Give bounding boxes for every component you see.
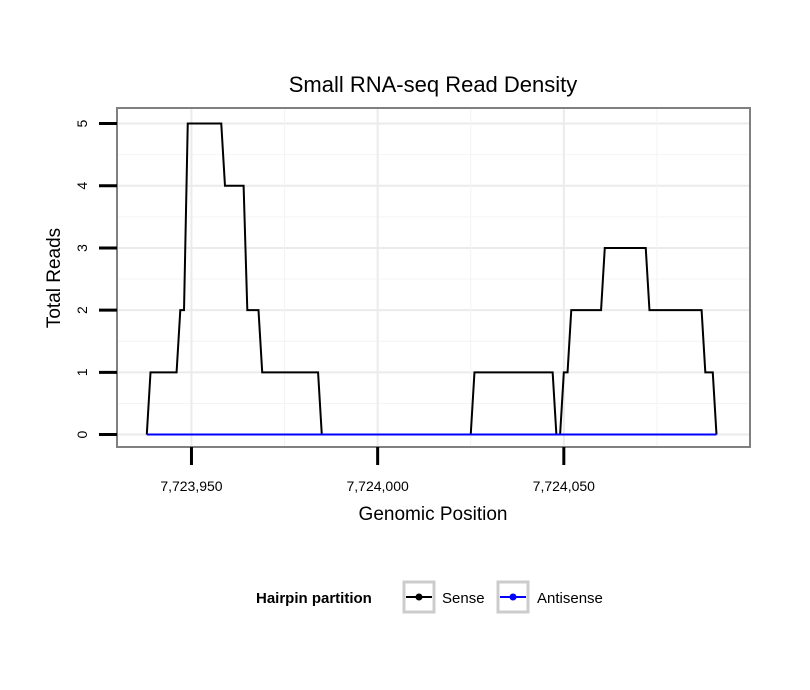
legend-item-sense: Sense — [402, 580, 485, 614]
chart-title: Small RNA-seq Read Density — [289, 72, 578, 97]
y-axis: 0 1 2 3 4 5 — [74, 119, 117, 438]
y-tick-label-0: 0 — [74, 430, 90, 438]
y-tick-label-4: 4 — [74, 182, 90, 190]
legend-key-antisense-point — [509, 593, 517, 601]
x-tick-label-2: 7,724,050 — [533, 478, 595, 494]
data-series — [145, 122, 718, 436]
legend-item-antisense: Antisense — [496, 580, 603, 614]
legend-label-antisense: Antisense — [537, 590, 603, 607]
y-tick-label-3: 3 — [74, 244, 90, 252]
y-axis-title: Total Reads — [44, 228, 65, 328]
grid-lines — [117, 108, 750, 447]
series-line-sense — [145, 122, 718, 436]
legend-title: Hairpin partition — [256, 590, 372, 607]
y-tick-label-5: 5 — [74, 119, 90, 127]
x-tick-label-1: 7,724,000 — [346, 478, 408, 494]
legend-key-sense-point — [415, 593, 423, 601]
plot-panel-border — [116, 107, 751, 448]
y-tick-label-1: 1 — [74, 368, 90, 376]
x-tick-label-0: 7,723,950 — [160, 478, 222, 494]
y-tick-label-2: 2 — [74, 306, 90, 314]
x-axis-title: Genomic Position — [359, 504, 508, 525]
legend: Hairpin partition Sense Antisense — [256, 580, 603, 614]
x-axis: 7,723,950 7,724,000 7,724,050 — [160, 447, 595, 494]
legend-label-sense: Sense — [442, 590, 485, 607]
